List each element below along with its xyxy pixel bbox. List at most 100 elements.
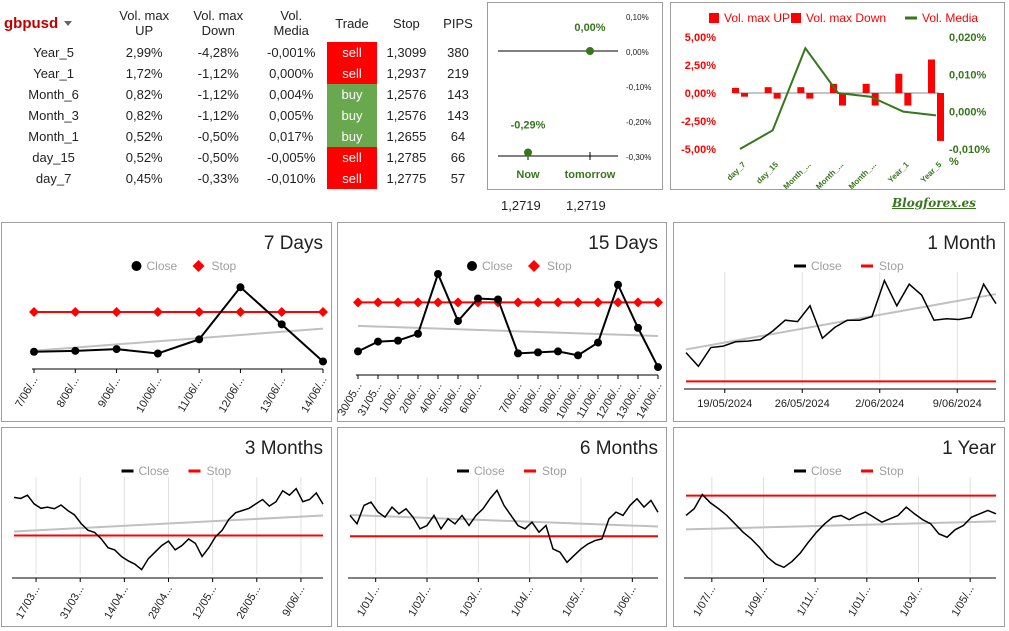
close-point: [354, 347, 362, 356]
chart-title: 3 Months: [245, 438, 323, 459]
legend-stop-label: Stop: [547, 259, 572, 273]
trend-line: [685, 293, 997, 351]
legend-close-label: Close: [811, 464, 842, 478]
y-tick-label: -0,20%: [626, 118, 651, 127]
symbol-label: gbpusd: [4, 14, 59, 32]
x-tick-label: Month_...: [782, 160, 813, 189]
close-line: [33, 285, 324, 363]
x-tick-label: 2/06/2024: [855, 398, 904, 410]
cell-pips: 64: [450, 129, 466, 144]
close-point: [534, 348, 542, 357]
header-stop: Stop: [377, 4, 436, 42]
cell-trade[interactable]: buy: [327, 84, 377, 105]
cell-stop: 1,2576: [386, 108, 427, 123]
bar-down: [839, 93, 846, 106]
bar-down: [741, 93, 748, 97]
x-tick-label: 1/07/...: [691, 584, 718, 619]
stop-point: [613, 297, 623, 308]
close-line: [685, 278, 997, 368]
legend-swatch: [709, 13, 719, 23]
close-point: [594, 338, 602, 347]
cell-stop: 1,2775: [386, 171, 427, 186]
x-tick-label: 7/06/...: [13, 375, 40, 410]
table-row: Year_1 1,72% -1,12% 0,000% sell 1,2937 219: [0, 63, 480, 84]
close-point: [394, 336, 402, 345]
y-tick-label: -0,30%: [626, 153, 651, 162]
stop-point: [29, 306, 39, 317]
stop-point: [653, 297, 663, 308]
stop-point: [453, 297, 463, 308]
chart-title: 6 Months: [580, 438, 658, 459]
stop-point: [194, 306, 205, 317]
x-tick-label: 8/06/...: [55, 375, 82, 410]
x-tick-label: 31/03...: [58, 584, 87, 622]
now-label: Now: [516, 169, 540, 181]
stop-point: [413, 297, 423, 308]
y-tick-label: 2,50%: [685, 60, 716, 72]
chart-3-months: 3 Months Close Stop 17/03... 31/03... 14/04..…: [1, 427, 332, 627]
cell-trade[interactable]: sell: [327, 168, 377, 189]
y2-tick-label: 0,000%: [949, 107, 987, 119]
stop-point: [513, 297, 523, 308]
cell-stop: 1,2655: [386, 129, 427, 144]
x-tick-label: 17/03...: [14, 584, 43, 622]
cell-up: 0,52%: [125, 129, 163, 144]
cell-up: 2,99%: [125, 45, 163, 60]
brand-link[interactable]: Blogforex.es: [892, 196, 976, 210]
bar-up: [764, 87, 772, 93]
cell-stop: 1,2937: [386, 66, 427, 81]
header-label: UP: [135, 23, 154, 38]
y-tick-label: -2,50%: [681, 116, 716, 128]
cell-media: -0,005%: [267, 150, 316, 165]
x-tick-label: 9/06/2024: [933, 398, 982, 410]
chart-15-days: 15 Days Close Stop 30/05... 31/05... 1/06/...…: [336, 222, 667, 422]
bar-up: [895, 73, 903, 93]
y-tick-label: 0,00%: [685, 88, 716, 100]
y-tick-label: -0,10%: [626, 83, 651, 92]
cell-name: Month_6: [28, 87, 79, 102]
close-point: [494, 295, 502, 304]
chart-1-month-svg: 1 Month Close Stop 19/05/2024 26/05/2024 2/06…: [684, 233, 997, 410]
close-point: [434, 269, 442, 278]
y2-tick-label: 0,010%: [949, 69, 987, 81]
cell-down: -1,12%: [197, 87, 239, 102]
table-body: Year_5 2,99% -4,28% -0,001% sell 1,3099 380 Yea…: [0, 42, 480, 189]
cell-stop: 1,2576: [386, 87, 427, 102]
close-point: [634, 323, 642, 332]
legend-stop-label: Stop: [207, 464, 232, 478]
legend-label: Vol. Media: [922, 11, 978, 25]
legend-stop-swatch: [192, 260, 205, 272]
now-value-label: -0,29%: [511, 120, 546, 132]
legend-stop-label: Stop: [879, 259, 904, 273]
cell-trade[interactable]: buy: [327, 105, 377, 126]
trend-line: [33, 327, 324, 352]
cell-down: -1,12%: [197, 66, 239, 81]
cell-name: Year_5: [33, 45, 74, 60]
cell-trade[interactable]: sell: [327, 42, 377, 63]
chevron-down-icon[interactable]: [64, 21, 73, 27]
cell-stop: 1,3099: [386, 45, 427, 60]
chart-1-year-svg: 1 Year Close Stop 1/07/... 1/09/... 1/11/... 1…: [684, 438, 997, 619]
cell-trade[interactable]: sell: [327, 63, 377, 84]
header-label: PIPS: [443, 15, 473, 31]
stop-point: [318, 306, 328, 317]
cell-up: 0,82%: [125, 108, 163, 123]
cell-trade[interactable]: buy: [327, 126, 377, 147]
chart-6-months-svg: 6 Months Close Stop 1/01/... 1/02/... 1/03/..…: [348, 438, 659, 619]
cell-trade[interactable]: sell: [327, 147, 377, 168]
x-tick-label: Month_...: [814, 160, 845, 189]
tomorrow-price: 1,2719: [566, 198, 606, 213]
legend-close-label: Close: [811, 259, 842, 273]
x-tick-label: 13/06/...: [258, 375, 288, 415]
chart-1-month: 1 Month Close Stop 19/05/2024 26/05/2024 2/06…: [673, 222, 1005, 422]
close-point: [514, 349, 522, 358]
chart-1-year: 1 Year Close Stop 1/07/... 1/09/... 1/11/... 1…: [673, 427, 1005, 627]
symbol-selector[interactable]: gbpusd: [0, 4, 107, 42]
cell-media: 0,004%: [269, 87, 314, 102]
close-point: [614, 280, 622, 289]
cell-pips: 57: [450, 171, 466, 186]
close-point: [71, 346, 80, 355]
cell-media: -0,001%: [267, 45, 316, 60]
close-point: [277, 320, 286, 329]
tomorrow-value-label: 0,00%: [574, 22, 605, 34]
